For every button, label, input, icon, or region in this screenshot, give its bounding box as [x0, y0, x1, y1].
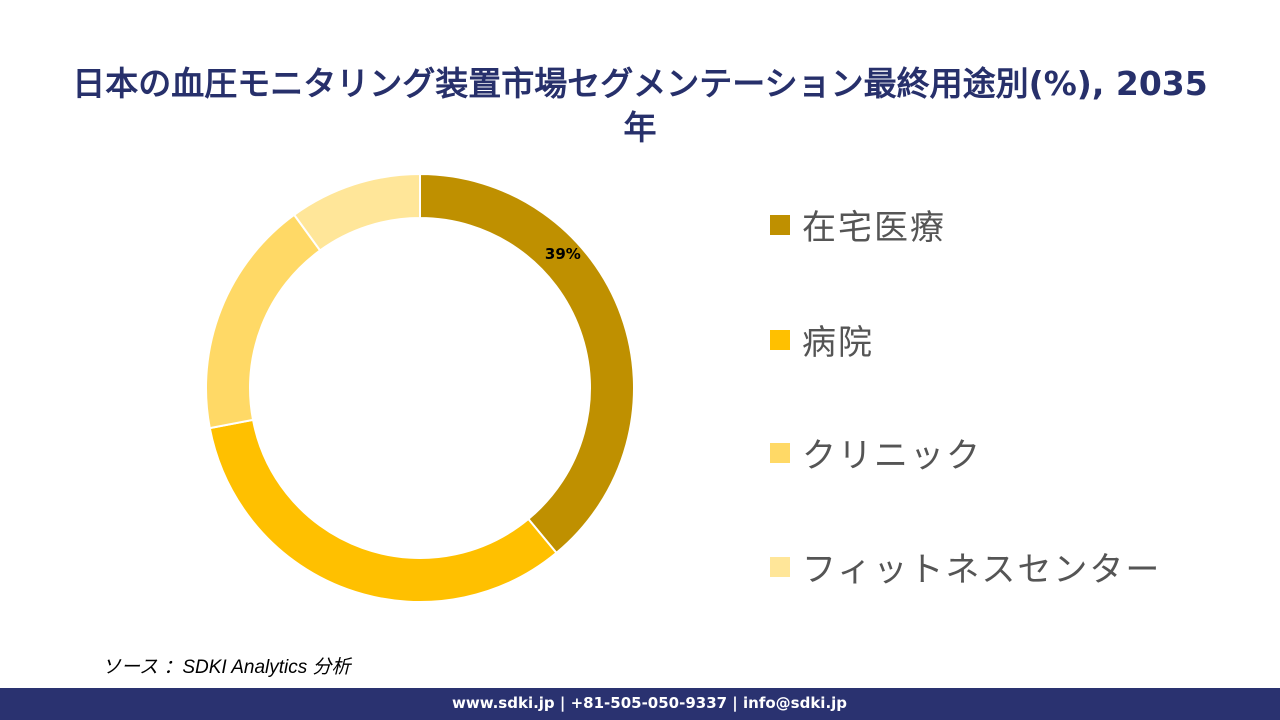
legend-item-clinic: クリニック: [770, 428, 982, 477]
legend-swatch: [770, 556, 790, 577]
legend-label: フィットネスセンター: [802, 550, 1162, 590]
legend-swatch: [770, 442, 790, 463]
donut-segment-1: [208, 418, 558, 603]
chart-title: 日本の血圧モニタリング装置市場セグメンテーション最終用途別(%), 2035年: [72, 64, 1208, 147]
donut-segment-2: [205, 213, 322, 430]
footer-contact: www.sdki.jp | +81-505-050-9337 | info@sd…: [452, 694, 848, 712]
legend-label: 病院: [802, 323, 874, 363]
footer-bar: www.sdki.jp | +81-505-050-9337 | info@sd…: [0, 688, 1280, 720]
donut-segment-0: [419, 172, 635, 555]
legend-label: クリニック: [802, 436, 982, 476]
legend-swatch: [770, 329, 790, 350]
legend-label: 在宅医療: [802, 208, 946, 248]
legend-item-fitness-center: フィットネスセンター: [770, 542, 1161, 591]
legend-swatch: [770, 214, 790, 235]
legend-item-home-care: 在宅医療: [770, 200, 946, 249]
legend-item-hospital: 病院: [770, 315, 874, 364]
donut-segment-3: [292, 172, 421, 252]
source-note: ソース ：SDKI Analytics 分析: [102, 657, 351, 678]
data-label: 39%: [545, 245, 581, 263]
